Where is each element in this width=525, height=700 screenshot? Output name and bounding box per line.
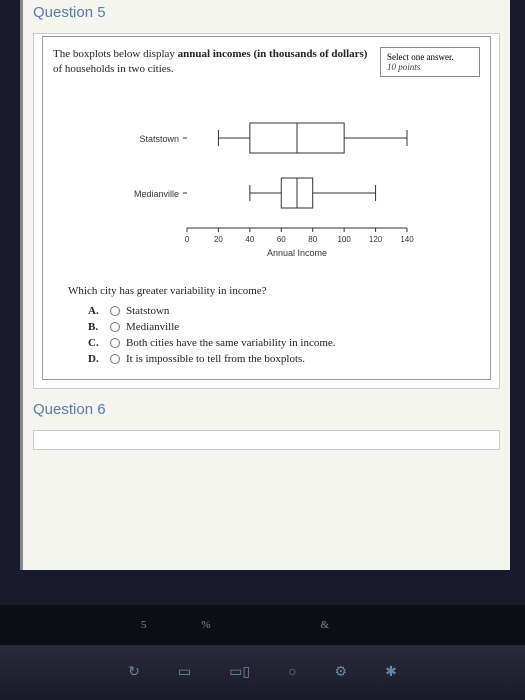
prompt-post: of households in two cities.	[53, 63, 174, 75]
svg-text:0: 0	[184, 235, 189, 244]
refresh-icon[interactable]: ↻	[128, 664, 140, 681]
option-letter: A.	[88, 305, 104, 317]
svg-text:60: 60	[276, 235, 285, 244]
multiwindow-icon[interactable]: ▭▯	[229, 664, 250, 681]
prompt-text: The boxplots below display annual income…	[53, 47, 370, 78]
option-row[interactable]: C. Both cities have the same variability …	[88, 337, 480, 349]
radio-icon[interactable]	[110, 354, 120, 364]
svg-text:140: 140	[400, 235, 414, 244]
option-letter: C.	[88, 337, 104, 349]
keyboard-reflection: 5 % &	[0, 605, 525, 645]
subquestion-text: Which city has greater variability in in…	[68, 285, 480, 297]
circle-icon[interactable]: ○	[288, 665, 296, 681]
prompt-pre: The boxplots below display	[53, 48, 178, 60]
answer-info-box: Select one answer. 10 points	[380, 47, 480, 77]
question6-panel	[33, 430, 500, 450]
gear-icon[interactable]: ⚙	[335, 664, 348, 681]
radio-icon[interactable]	[110, 322, 120, 332]
taskbar: ↻ ▭ ▭▯ ○ ⚙ ✱	[0, 645, 525, 700]
radio-icon[interactable]	[110, 338, 120, 348]
option-text: Both cities have the same variability in…	[126, 337, 336, 349]
points-text: 10 points	[387, 62, 473, 72]
key-amp: &	[321, 619, 330, 631]
prompt-bold: annual incomes (in thousands of dollars)	[178, 48, 368, 60]
star-icon[interactable]: ✱	[385, 664, 397, 681]
option-row[interactable]: A. Statstown	[88, 305, 480, 317]
question5-panel: The boxplots below display annual income…	[33, 33, 500, 389]
svg-text:Medianville: Medianville	[133, 189, 178, 199]
svg-text:100: 100	[337, 235, 351, 244]
key-5: 5	[141, 619, 147, 631]
boxplot-svg: 0 20 40 60 80 100 120 140 Annual Income Statstown…	[117, 98, 417, 268]
prompt-row: The boxplots below display annual income…	[53, 47, 480, 78]
option-text: It is impossible to tell from the boxplo…	[126, 353, 305, 365]
option-text: Medianville	[126, 321, 179, 333]
key-percent: %	[201, 619, 210, 631]
option-row[interactable]: B. Medianville	[88, 321, 480, 333]
question6-header: Question 6	[23, 397, 510, 422]
svg-text:20: 20	[213, 235, 222, 244]
question5-header: Question 5	[23, 0, 510, 25]
option-letter: B.	[88, 321, 104, 333]
option-text: Statstown	[126, 305, 169, 317]
options-list: A. Statstown B. Medianville C. Both cities ha…	[88, 305, 480, 365]
option-letter: D.	[88, 353, 104, 365]
svg-text:Annual Income: Annual Income	[266, 248, 326, 258]
select-one-text: Select one answer.	[387, 52, 473, 62]
svg-text:80: 80	[308, 235, 317, 244]
svg-text:40: 40	[245, 235, 254, 244]
radio-icon[interactable]	[110, 306, 120, 316]
window-icon[interactable]: ▭	[178, 664, 191, 681]
option-row[interactable]: D. It is impossible to tell from the boxp…	[88, 353, 480, 365]
boxplot-chart: 0 20 40 60 80 100 120 140 Annual Income Statstown…	[117, 98, 417, 273]
browser-viewport: Question 5 The boxplots below display an…	[20, 0, 510, 570]
svg-text:120: 120	[368, 235, 382, 244]
svg-text:Statstown: Statstown	[139, 134, 179, 144]
question5-box: The boxplots below display annual income…	[42, 36, 491, 380]
